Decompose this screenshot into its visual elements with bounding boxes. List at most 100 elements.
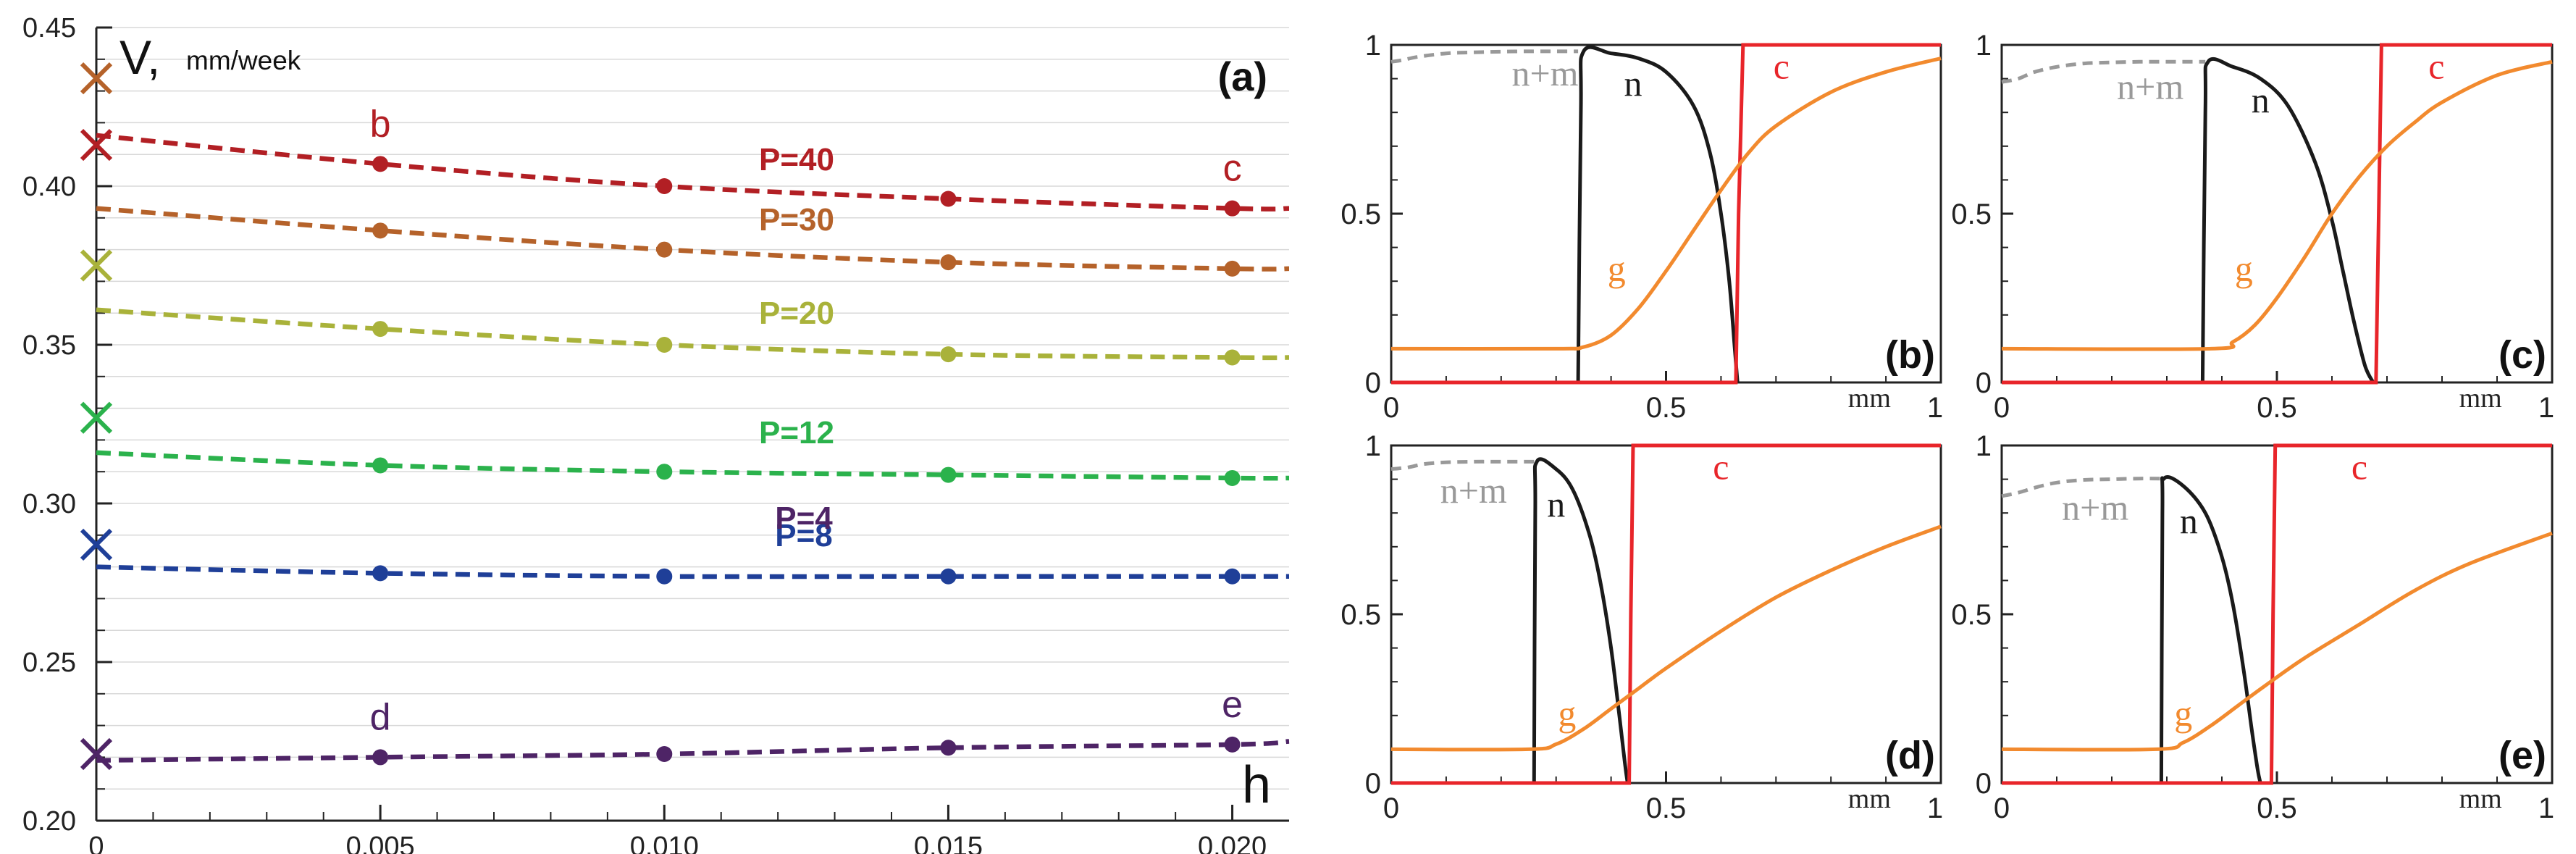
x-tick-label: 1: [2538, 392, 2554, 424]
data-point: [372, 156, 389, 172]
y-tick-label: 0.5: [1951, 198, 1992, 230]
series-line-p-30: [96, 206, 1290, 272]
data-point: [372, 749, 389, 766]
y-tick-label: 0: [1976, 768, 1992, 800]
panel-d-chart: 00 0.5 0.5 1 1 mm (d) n+m n c g: [1341, 430, 1943, 824]
curve-label-g: g: [1608, 248, 1626, 289]
data-point: [656, 464, 673, 480]
series-line-n: [1576, 45, 1740, 383]
panel-label-a: (a): [1218, 54, 1267, 99]
series-label-p-40: P=40: [759, 142, 834, 177]
series-line-n: [2200, 56, 2375, 384]
x-tick-label: 0: [88, 832, 104, 854]
data-point: [656, 241, 673, 258]
data-point: [656, 337, 673, 353]
data-point: [656, 746, 673, 763]
x-marker: [80, 62, 113, 95]
y-tick-label: 0.5: [1341, 599, 1381, 631]
x-tick-label: 0: [1383, 392, 1399, 424]
data-point: [940, 740, 957, 756]
series-line-c: [2002, 43, 2552, 385]
series-line-p-40: [96, 133, 1290, 212]
x-tick-label: 0: [1994, 392, 2010, 424]
y-tick-label: 0.5: [1341, 198, 1381, 230]
point-label-c: c: [1223, 148, 1242, 190]
curve-label-g: g: [2235, 248, 2253, 289]
x-marker: [80, 401, 113, 434]
series-line-g: [2001, 531, 2553, 752]
curve-label-c: c: [2351, 447, 2367, 487]
y-tick-label: 0.25: [22, 648, 76, 678]
series-line-p-4: [96, 739, 1290, 763]
data-point: [1224, 200, 1241, 217]
panel-label-e: (e): [2499, 734, 2546, 777]
data-point: [372, 457, 389, 474]
x-axis-title: mm: [2459, 784, 2502, 814]
panel-a-chart: 0.20 0.25 0.30 0.35 0.40 0.45 0 0.005 0.010 0.015…: [22, 13, 1290, 854]
series-line-c: [1391, 443, 1941, 785]
series-label-p-12: P=12: [759, 415, 834, 451]
series-line-n: [1532, 457, 1629, 784]
curve-label-n: n: [1547, 484, 1565, 524]
point-label-e: e: [1222, 684, 1243, 726]
curve-label-n-m: n+m: [2062, 487, 2128, 528]
series-line-p-12: [96, 450, 1290, 481]
panel-e-chart: 00 0.5 0.5 1 1 mm (e) n+m n c g: [1951, 430, 2554, 824]
y-tick-label: 0: [1365, 768, 1381, 800]
x-marker: [80, 128, 113, 162]
y-tick-label: 0: [1365, 367, 1381, 399]
series-label-p-4: P=4: [775, 501, 833, 536]
panel-label-b: (b): [1885, 333, 1935, 377]
panel-label-d: (d): [1885, 734, 1935, 777]
x-axis-title: h: [1242, 756, 1271, 814]
series-line-n-m: [2001, 59, 2206, 84]
y-tick-label: 0.20: [22, 806, 76, 837]
series-line-p-20: [96, 307, 1290, 361]
curve-label-g: g: [2174, 693, 2192, 734]
point-label-b: b: [370, 103, 391, 145]
series-label-p-20: P=20: [759, 296, 834, 331]
curve-label-c: c: [1713, 447, 1729, 487]
x-tick-label: 0.5: [1646, 792, 1687, 824]
y-axis-unit: mm/week: [186, 46, 301, 75]
panel-label-c: (c): [2499, 333, 2546, 377]
panel-b-chart: 00 0.5 0.5 1 1 mm (b) n+m n c g: [1341, 30, 1943, 424]
x-tick-label: 0.5: [1646, 392, 1687, 424]
x-tick-label: 0.015: [914, 832, 983, 854]
data-point: [940, 254, 957, 271]
data-point: [940, 466, 957, 483]
data-point: [940, 346, 957, 363]
plot-frame: [1390, 43, 1942, 384]
curve-label-c: c: [1774, 46, 1790, 87]
x-marker: [80, 528, 113, 561]
x-axis-title: mm: [1848, 784, 1891, 814]
x-tick-label: 1: [2538, 792, 2554, 824]
series-line-n-m: [1390, 459, 1535, 472]
x-tick-label: 0.005: [346, 832, 415, 854]
plot-frame: [2000, 43, 2554, 384]
series-line-c: [1391, 43, 1941, 385]
curve-label-c: c: [2428, 46, 2444, 87]
data-point: [940, 568, 957, 585]
y-tick-label: 1: [1365, 430, 1381, 462]
data-point: [656, 568, 673, 585]
y-tick-label: 1: [1976, 430, 1992, 462]
y-tick-label: 1: [1976, 30, 1992, 62]
x-tick-label: 0.5: [2257, 792, 2297, 824]
series-label-p-8: P=8: [775, 518, 833, 553]
data-point: [656, 178, 673, 194]
series-line-g: [2001, 59, 2553, 351]
data-point: [1224, 736, 1241, 753]
series-line-c: [2002, 443, 2552, 785]
y-tick-label: 0.5: [1951, 599, 1992, 631]
y-axis-title: V,: [119, 30, 160, 84]
data-point: [372, 321, 389, 338]
x-marker: [80, 737, 113, 771]
y-tick-label: 0.30: [22, 489, 76, 519]
curve-label-n-m: n+m: [1511, 53, 1578, 93]
series-line-g: [1390, 524, 1942, 752]
curve-label-n-m: n+m: [1440, 470, 1507, 511]
data-point: [372, 222, 389, 239]
data-point: [1224, 469, 1241, 486]
